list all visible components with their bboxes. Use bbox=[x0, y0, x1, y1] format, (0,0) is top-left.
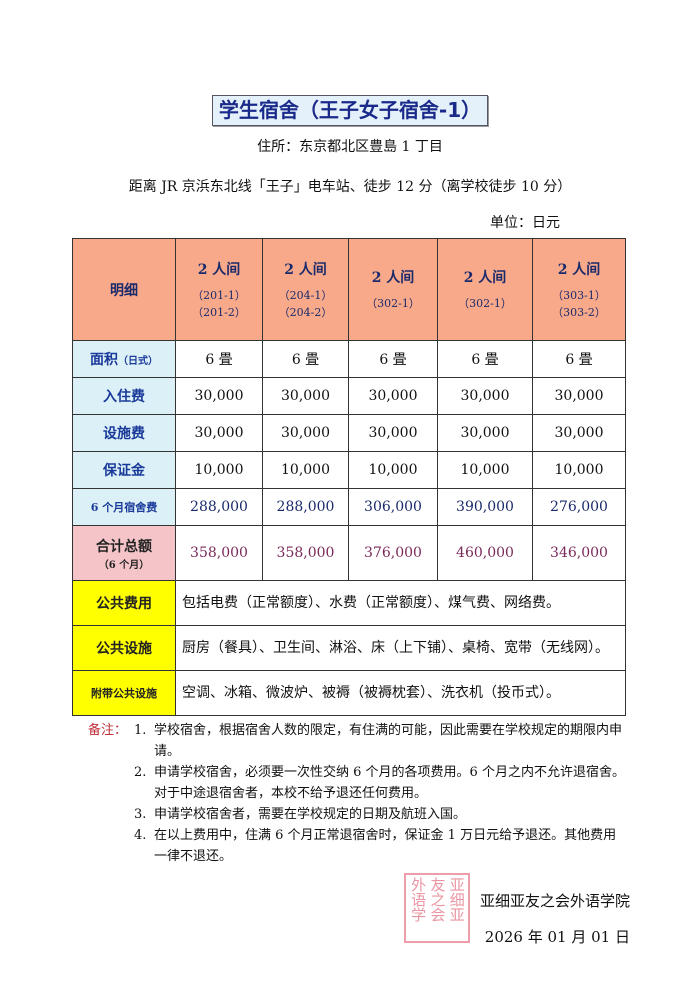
total-row: 合计总额 （6 个月） 358,000 358,000 376,000 460,000 3… bbox=[72, 525, 626, 581]
info-row: 公共费用 包括电费（正常额度）、水费（正常额度）、煤气费、网络费。 bbox=[72, 580, 626, 626]
row-label: 入住费 bbox=[72, 377, 176, 415]
cell: 460,000 bbox=[437, 525, 533, 581]
cell: 376,000 bbox=[348, 525, 438, 581]
header-label: 明细 bbox=[72, 238, 176, 341]
table-row: 保证金 10,000 10,000 10,000 10,000 10,000 bbox=[72, 451, 626, 489]
table-row: 入住费 30,000 30,000 30,000 30,000 30,000 bbox=[72, 377, 626, 415]
document-body: 明细 2 人间 （201-1） （201-2） 2 人间 （204-1） （204-2）… bbox=[72, 238, 630, 947]
room-header: 2 人间 （201-1） （201-2） bbox=[175, 238, 263, 341]
cell: 358,000 bbox=[175, 525, 263, 581]
signature: 亚细亚友之会外语学院 bbox=[479, 892, 630, 910]
info-text: 厨房（餐具）、卫生间、淋浴、床（上下铺）、桌椅、宽带（无线网）。 bbox=[175, 625, 626, 671]
header-row: 明细 2 人间 （201-1） （201-2） 2 人间 （204-1） （204-2）… bbox=[72, 238, 626, 341]
cell: 10,000 bbox=[437, 451, 533, 489]
cell: 30,000 bbox=[437, 414, 533, 452]
note-item: 3. 申请学校宿舍者，需要在学校规定的日期及航班入国。 bbox=[134, 807, 467, 822]
cell: 30,000 bbox=[348, 414, 438, 452]
cell: 6 畳 bbox=[175, 340, 263, 378]
cell: 390,000 bbox=[437, 488, 533, 526]
room-header: 2 人间 （204-1） （204-2） bbox=[262, 238, 349, 341]
cell: 30,000 bbox=[532, 377, 626, 415]
cell: 288,000 bbox=[262, 488, 349, 526]
signature-area: 亚细亚 友之会 外语学 亚细亚友之会外语学院 2026 年 01 月 01 日 bbox=[72, 873, 630, 947]
note-item: 1. 学校宿舍，根据宿舍人数的限定，有住满的可能，因此需要在学校规定的期限内申请。 bbox=[134, 723, 623, 759]
cell: 10,000 bbox=[532, 451, 626, 489]
cell: 30,000 bbox=[532, 414, 626, 452]
cell: 6 畳 bbox=[348, 340, 438, 378]
room-header: 2 人间 （302-1） bbox=[437, 238, 533, 341]
info-text: 空调、冰箱、微波炉、被褥（被褥枕套）、洗衣机（投币式）。 bbox=[175, 670, 626, 716]
access-info: 距离 JR 京浜东北线「王子」电车站、徒步 12 分（离学校徒步 10 分） bbox=[128, 179, 572, 195]
cell: 276,000 bbox=[532, 488, 626, 526]
note-item: 4. 在以上费用中，住满 6 个月正常退宿舍时，保证金 1 万日元给予退还。其他费… bbox=[134, 828, 617, 864]
document-title: 学生宿舍（王子女子宿舍-1） bbox=[211, 95, 489, 126]
row-label: 附带公共设施 bbox=[72, 670, 176, 716]
info-text: 包括电费（正常额度）、水费（正常额度）、煤气费、网络费。 bbox=[175, 580, 626, 626]
signature-block: 亚细亚友之会外语学院 2026 年 01 月 01 日 bbox=[480, 873, 630, 947]
cell: 10,000 bbox=[262, 451, 349, 489]
cell: 6 畳 bbox=[262, 340, 349, 378]
cell: 6 畳 bbox=[437, 340, 533, 378]
cell: 30,000 bbox=[348, 377, 438, 415]
fee-table: 明细 2 人间 （201-1） （201-2） 2 人间 （204-1） （204-2）… bbox=[72, 238, 626, 716]
cell: 10,000 bbox=[175, 451, 263, 489]
cell: 346,000 bbox=[532, 525, 626, 581]
table-row: 6 个月宿舍费 288,000 288,000 306,000 390,000 276,… bbox=[72, 488, 626, 526]
row-label: 公共设施 bbox=[72, 625, 176, 671]
notes-heading: 备注： bbox=[88, 723, 128, 738]
info-row: 公共设施 厨房（餐具）、卫生间、淋浴、床（上下铺）、桌椅、宽带（无线网）。 bbox=[72, 625, 626, 671]
row-label: 6 个月宿舍费 bbox=[72, 488, 176, 526]
cell: 10,000 bbox=[348, 451, 438, 489]
title-wrapper: 学生宿舍（王子女子宿舍-1） bbox=[0, 95, 700, 126]
currency-unit: 单位：日元 bbox=[490, 215, 560, 231]
address: 住所：东京都北区豊島 1 丁目 bbox=[257, 139, 443, 155]
cell: 30,000 bbox=[262, 414, 349, 452]
cell: 30,000 bbox=[437, 377, 533, 415]
cell: 288,000 bbox=[175, 488, 263, 526]
row-label: 面积（日式） bbox=[72, 340, 176, 378]
note-item: 2. 申请学校宿舍，必须要一次性交纳 6 个月的各项费用。6 个月之内不允许退宿舍… bbox=[134, 765, 625, 801]
row-label: 公共费用 bbox=[72, 580, 176, 626]
date: 2026 年 01 月 01 日 bbox=[484, 928, 630, 946]
notes: 备注： 1. 学校宿舍，根据宿舍人数的限定，有住满的可能，因此需要在学校规定的期限… bbox=[88, 720, 628, 867]
cell: 6 畳 bbox=[532, 340, 626, 378]
room-header: 2 人间 （303-1） （303-2） bbox=[532, 238, 626, 341]
row-label: 保证金 bbox=[72, 451, 176, 489]
cell: 306,000 bbox=[348, 488, 438, 526]
cell: 30,000 bbox=[175, 414, 263, 452]
cell: 30,000 bbox=[262, 377, 349, 415]
info-row: 附带公共设施 空调、冰箱、微波炉、被褥（被褥枕套）、洗衣机（投币式）。 bbox=[72, 670, 626, 716]
school-seal-stamp: 亚细亚 友之会 外语学 bbox=[403, 873, 470, 943]
row-label: 设施费 bbox=[72, 414, 176, 452]
row-label: 合计总额 （6 个月） bbox=[72, 525, 176, 581]
table-row: 设施费 30,000 30,000 30,000 30,000 30,000 bbox=[72, 414, 626, 452]
room-header: 2 人间 （302-1） bbox=[348, 238, 438, 341]
cell: 30,000 bbox=[175, 377, 263, 415]
cell: 358,000 bbox=[262, 525, 349, 581]
